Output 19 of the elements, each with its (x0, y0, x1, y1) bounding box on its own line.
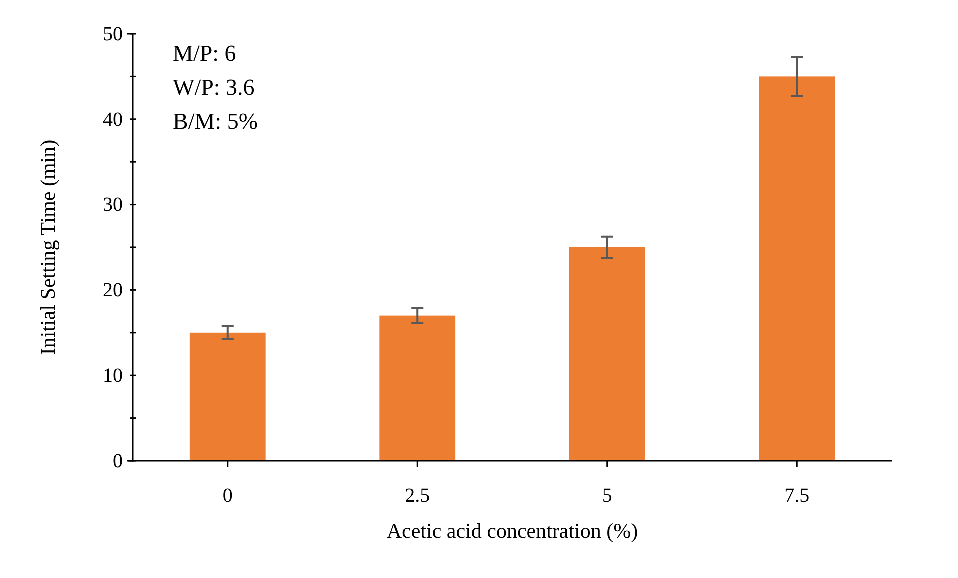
bar (569, 248, 646, 461)
y-axis-title: Initial Setting Time (min) (36, 140, 60, 356)
annotation: W/P: 3.6 (173, 75, 255, 100)
y-tick-label: 50 (103, 23, 123, 46)
y-tick-label: 10 (103, 365, 123, 387)
annotation: M/P: 6 (173, 41, 236, 66)
y-tick-label: 20 (103, 280, 123, 302)
x-axis-title: Acetic acid concentration (%) (386, 519, 638, 543)
x-tick-label: 0 (222, 485, 233, 507)
y-tick-label: 40 (103, 108, 123, 131)
x-tick-label: 2.5 (405, 485, 430, 507)
bar (380, 316, 456, 461)
y-tick-label: 30 (103, 194, 123, 216)
x-tick-label: 7.5 (784, 485, 810, 507)
bar (190, 332, 266, 461)
bar (759, 76, 836, 461)
annotation: B/M: 5% (173, 109, 258, 134)
x-tick-label: 5 (602, 485, 612, 507)
y-tick-label: 0 (113, 450, 123, 472)
